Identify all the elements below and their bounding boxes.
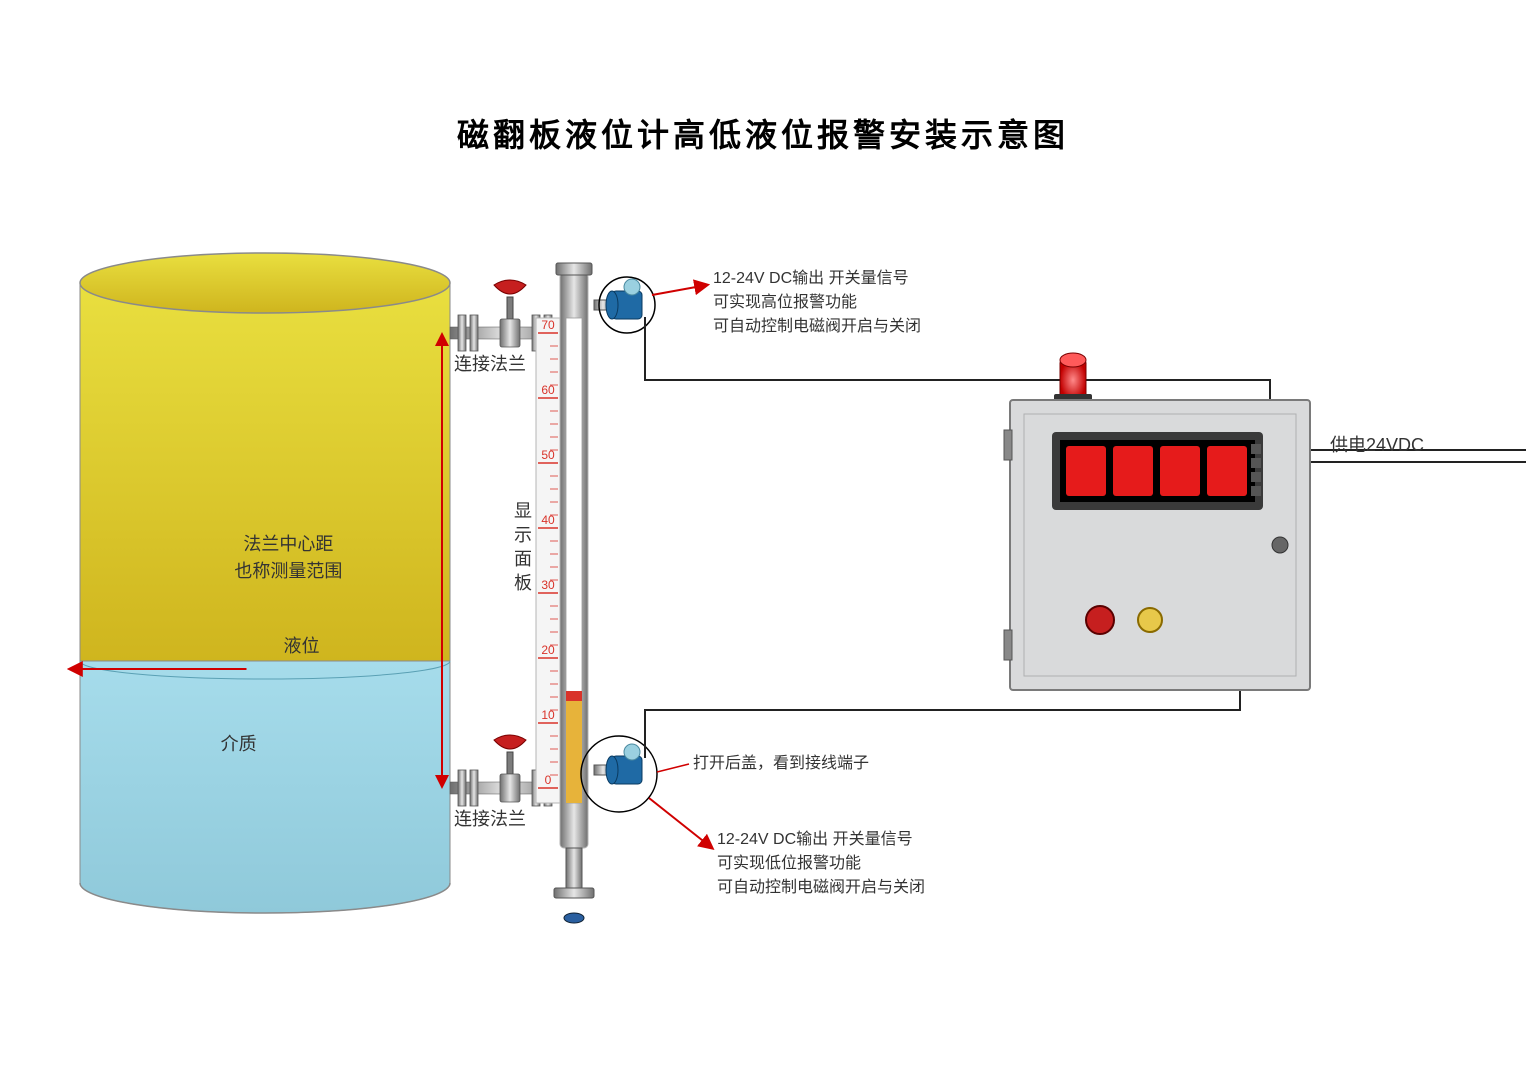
high-level-sensor [594,279,642,319]
connect-flange-top-label: 连接法兰 [454,351,526,378]
display-panel-label: 显示面板 [508,501,535,597]
low-alarm-arrow [649,798,712,848]
svg-text:50: 50 [541,448,555,462]
level-gauge: 70 60 50 40 30 20 10 0 [536,263,594,923]
svg-text:20: 20 [541,643,555,657]
svg-text:60: 60 [541,383,555,397]
open-cover-leader [657,764,689,772]
connect-flange-bot-label: 连接法兰 [454,806,526,833]
svg-text:70: 70 [541,318,555,332]
control-box [1004,353,1310,690]
flange-distance-label: 法兰中心距也称测量范围 [198,531,378,585]
open-cover-label: 打开后盖，看到接线端子 [693,752,869,776]
medium-label: 介质 [221,731,257,758]
high-alarm-arrow [652,285,707,295]
liquid-level-label: 液位 [284,633,320,660]
high-alarm-label: 12-24V DC输出 开关量信号可实现高位报警功能可自动控制电磁阀开启与关闭 [713,267,973,339]
svg-text:40: 40 [541,513,555,527]
low-level-sensor [594,744,642,784]
svg-text:30: 30 [541,578,555,592]
low-alarm-label: 12-24V DC输出 开关量信号可实现低位报警功能可自动控制电磁阀开启与关闭 [717,828,977,900]
power-label: 供电24VDC [1330,432,1424,459]
svg-text:10: 10 [541,708,555,722]
wire-bot [645,690,1240,758]
svg-text:0: 0 [545,773,552,787]
